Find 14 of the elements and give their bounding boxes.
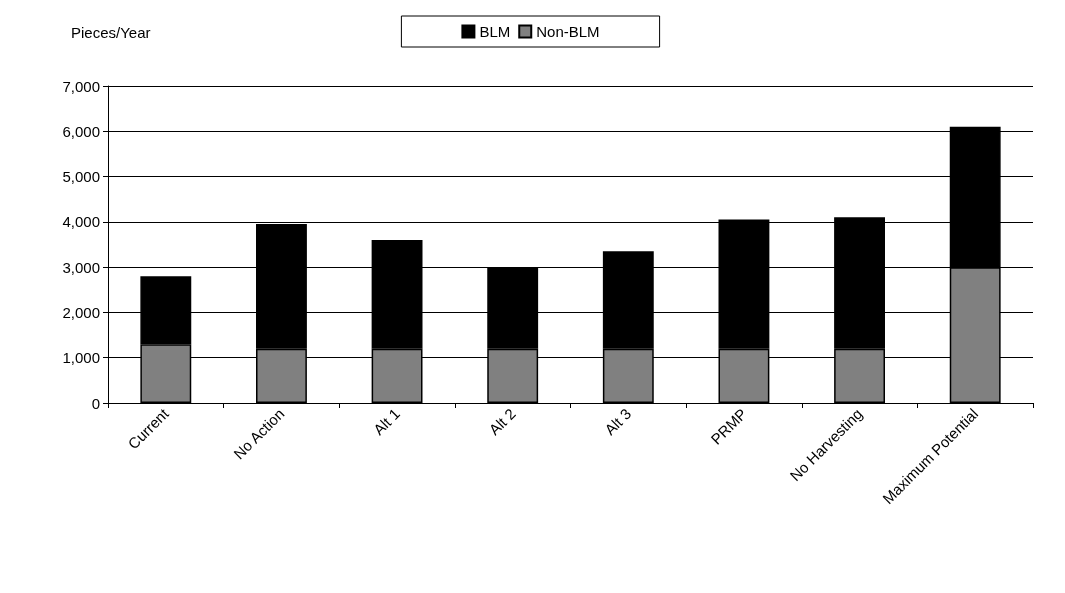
y-tick-label: 0 [91,394,100,412]
x-tick-label: Alt 2 [485,404,519,439]
y-tick-label: 3,000 [62,258,100,276]
y-tick-label: 7,000 [62,77,100,95]
y-tick-label: 1,000 [62,349,100,367]
y-axis-title: Pieces/Year [71,24,151,41]
y-tick-label: 4,000 [62,213,100,231]
legend-label: BLM [479,23,511,40]
y-tick-label: 6,000 [62,122,100,140]
y-tick-label: 2,000 [62,303,100,321]
y-tick-label: 5,000 [62,168,100,186]
legend-label: Non-BLM [536,23,600,40]
x-tick-label: Alt 1 [369,404,404,439]
x-tick-label: Alt 3 [601,404,635,439]
